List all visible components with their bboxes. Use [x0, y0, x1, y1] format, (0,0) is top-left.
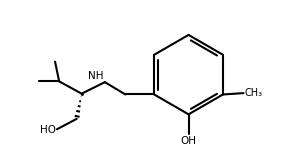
Text: CH₃: CH₃	[245, 88, 263, 98]
Text: OH: OH	[181, 136, 197, 146]
Text: NH: NH	[88, 71, 103, 81]
Text: HO: HO	[39, 125, 56, 135]
